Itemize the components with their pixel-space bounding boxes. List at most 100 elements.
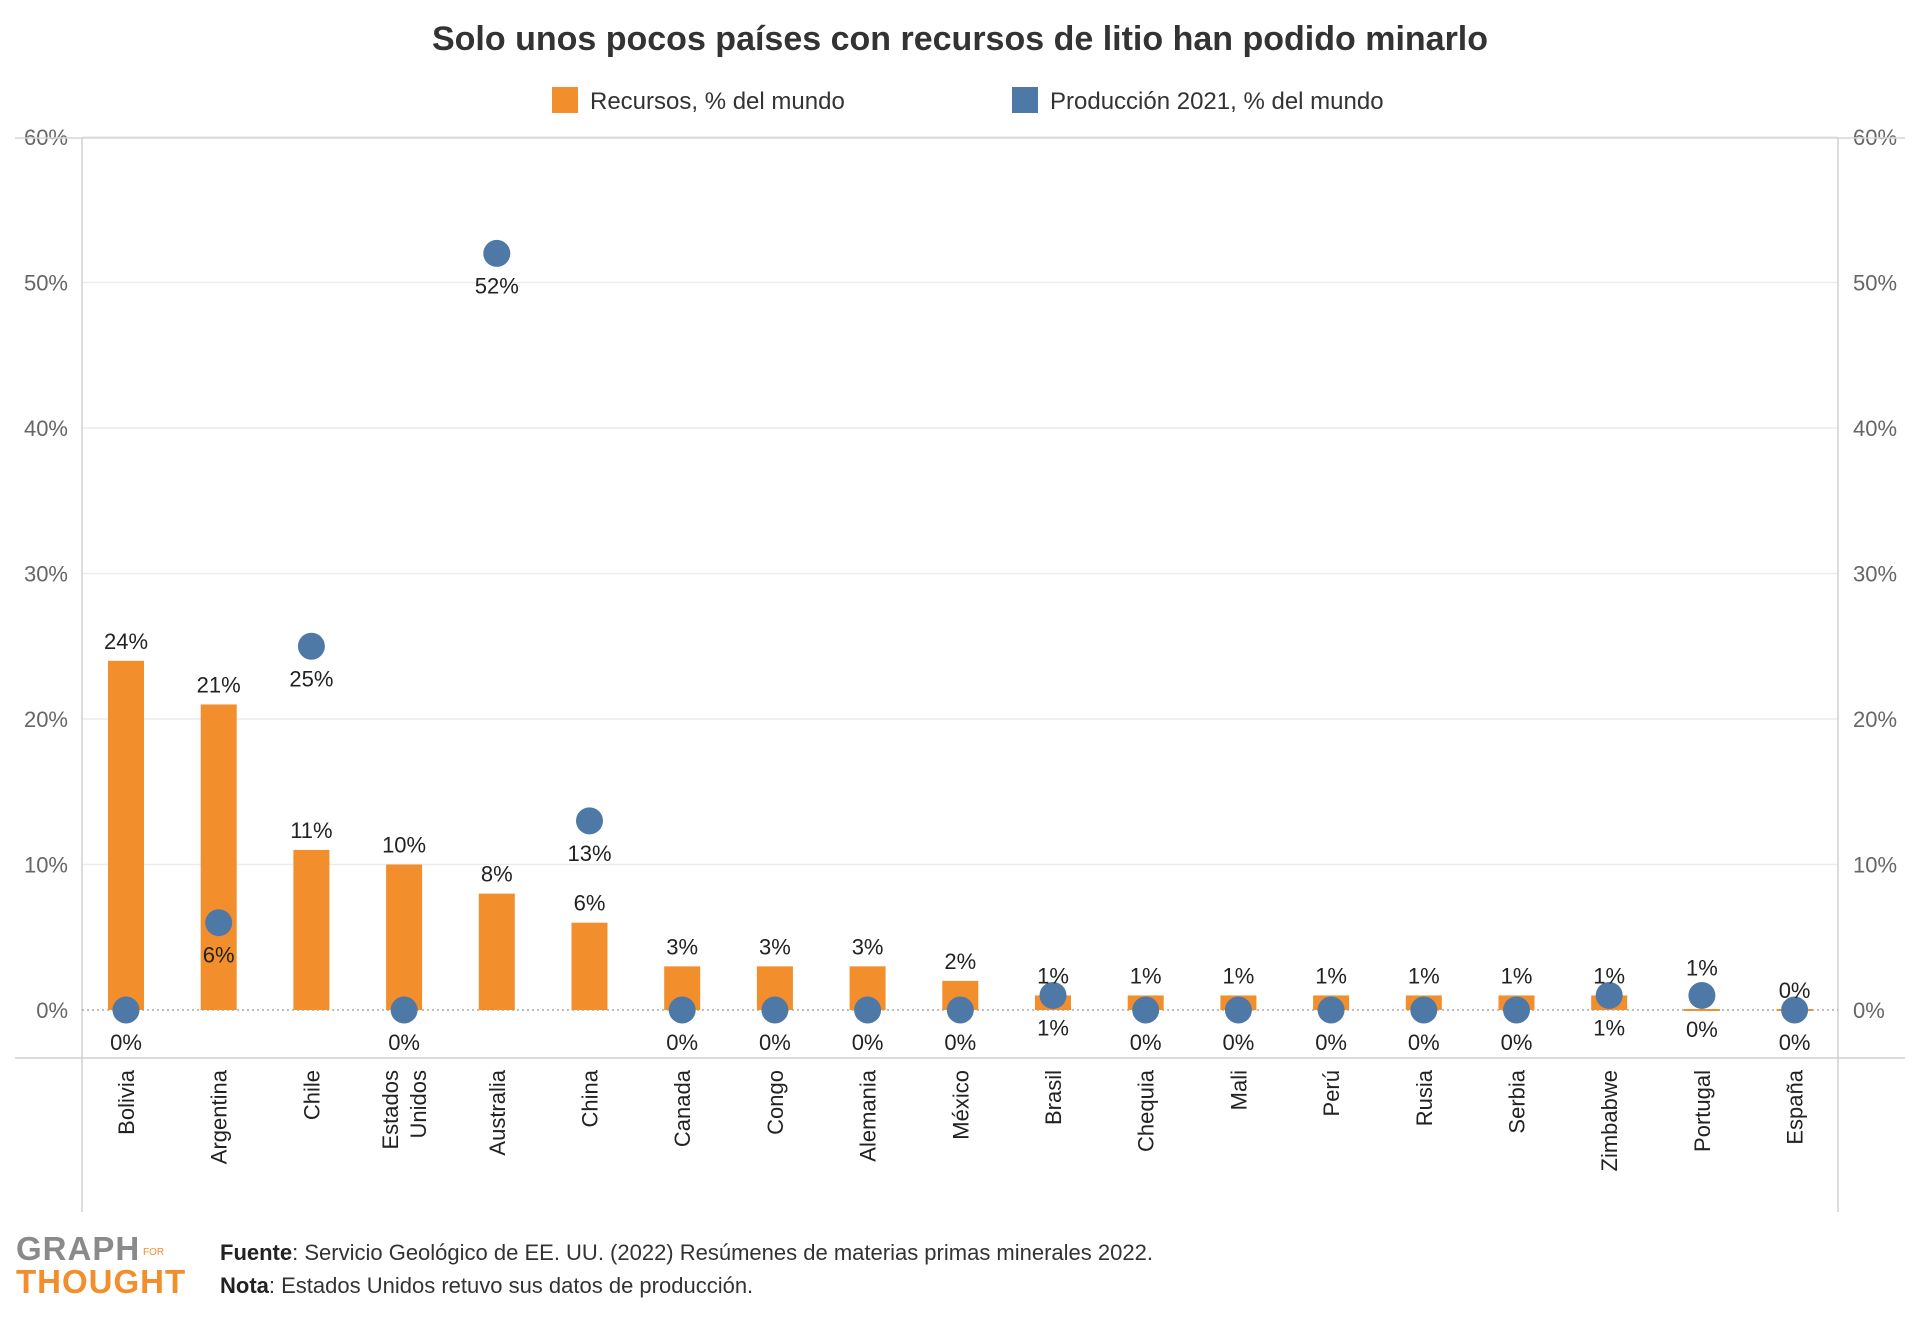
bar-value-label: 8%	[481, 862, 513, 887]
dot-value-label: 25%	[289, 666, 333, 691]
category-label-line: Canada	[670, 1069, 695, 1147]
dot	[761, 996, 789, 1024]
category-label-line: Brasil	[1041, 1070, 1066, 1125]
dot-value-label: 13%	[567, 841, 611, 866]
graph-for-thought-logo: GRAPH FOR THOUGHT	[16, 1232, 186, 1298]
bar-value-label: 3%	[759, 934, 791, 959]
bar-value-label: 1%	[1408, 963, 1440, 988]
category-label-line: Perú	[1319, 1070, 1344, 1116]
category-label: Serbia	[1505, 1069, 1530, 1133]
category-label: Zimbabwe	[1597, 1070, 1622, 1171]
dot-value-label: 0%	[1223, 1030, 1255, 1055]
note-text: : Estados Unidos retuvo sus datos de pro…	[268, 1273, 754, 1298]
y-tick-right: 10%	[1853, 853, 1897, 878]
dot-value-label: 0%	[759, 1030, 791, 1055]
dot	[946, 996, 974, 1024]
logo-small: FOR	[143, 1247, 165, 1258]
category-label: México	[948, 1070, 973, 1140]
dot-value-label: 0%	[1408, 1030, 1440, 1055]
dot	[1224, 996, 1252, 1024]
category-label: Rusia	[1412, 1069, 1437, 1126]
dot-value-label: 0%	[852, 1030, 884, 1055]
category-labels: Bolivia Argentina Chile Estados Unidos Austra…	[114, 1069, 1808, 1171]
axes	[15, 137, 1905, 1212]
y-tick-left: 40%	[24, 416, 68, 441]
category-label: Estados Unidos	[378, 1070, 431, 1150]
bar-value-label: 0%	[1779, 978, 1811, 1003]
dot-value-label: 0%	[388, 1030, 420, 1055]
dot	[112, 996, 140, 1024]
y-tick-left: 50%	[24, 271, 68, 296]
y-tick-right: 30%	[1853, 562, 1897, 587]
category-label-line: Serbia	[1505, 1069, 1530, 1133]
category-label-line: Rusia	[1412, 1069, 1437, 1126]
category-label-line: Unidos	[406, 1070, 431, 1138]
dot	[483, 239, 511, 267]
dot	[1410, 996, 1438, 1024]
bar-value-label: 1%	[1593, 963, 1625, 988]
source-label: Fuente	[220, 1240, 293, 1265]
logo-line-1: GRAPH	[16, 1230, 141, 1267]
y-tick-left: 0%	[36, 998, 68, 1023]
category-label-line: México	[948, 1070, 973, 1140]
dot	[854, 996, 882, 1024]
category-label-line: Australia	[485, 1069, 510, 1155]
category-label: Perú	[1319, 1070, 1344, 1116]
bar-value-label: 21%	[197, 672, 241, 697]
category-label: España	[1783, 1069, 1808, 1144]
dot-value-label: 1%	[1037, 1015, 1069, 1040]
dot-value-label: 0%	[1130, 1030, 1162, 1055]
category-label: Bolivia	[114, 1069, 139, 1135]
dot-value-label: 0%	[944, 1030, 976, 1055]
bar-value-label: 3%	[666, 934, 698, 959]
dot-value-label: 52%	[475, 273, 519, 298]
dot-value-label: 6%	[203, 943, 235, 968]
category-label: Brasil	[1041, 1070, 1066, 1125]
bar-value-label: 11%	[290, 818, 332, 843]
category-label-line: Chequia	[1134, 1069, 1159, 1152]
source-text: : Servicio Geológico de EE. UU. (2022) R…	[292, 1240, 1153, 1265]
dot	[1781, 996, 1809, 1024]
y-tick-right: 40%	[1853, 416, 1897, 441]
category-label: Congo	[763, 1070, 788, 1135]
bar-value-label: 6%	[574, 891, 606, 916]
category-label-line: España	[1783, 1069, 1808, 1144]
legend-label-1: Producción 2021, % del mundo	[1050, 88, 1384, 115]
footer: Fuente: Servicio Geológico de EE. UU. (2…	[220, 1236, 1153, 1302]
bar-value-label: 10%	[382, 833, 426, 858]
category-label-line: Chile	[299, 1070, 324, 1120]
category-label: Portugal	[1690, 1070, 1715, 1152]
category-label-line: China	[578, 1069, 603, 1127]
legend: Recursos, % del mundo Producción 2021, % …	[552, 87, 1384, 115]
bar-value-label: 2%	[944, 949, 976, 974]
bar	[1683, 1009, 1720, 1011]
bar-value-label: 3%	[852, 934, 884, 959]
note-line: Nota: Estados Unidos retuvo sus datos de…	[220, 1269, 1153, 1302]
bar	[571, 922, 608, 1010]
category-label-line: Estados	[378, 1070, 403, 1150]
dot	[1317, 996, 1345, 1024]
y-tick-left: 30%	[24, 562, 68, 587]
data-labels: 24% 0% 21% 6% 11% 25% 10% 0% 8% 52% 6% 13% 3% 0% 3% 0% 3…	[104, 273, 1811, 1055]
dot	[205, 909, 233, 937]
dot-value-label: 0%	[1501, 1030, 1533, 1055]
bar	[200, 704, 237, 1010]
y-tick-right: 20%	[1853, 707, 1897, 732]
bar-value-label: 1%	[1130, 963, 1162, 988]
legend-swatch-0	[552, 87, 578, 113]
bar	[478, 893, 515, 1010]
y-tick-left: 10%	[24, 853, 68, 878]
category-label-line: Alemania	[856, 1069, 881, 1161]
category-label: China	[578, 1069, 603, 1127]
category-label-line: Portugal	[1690, 1070, 1715, 1152]
bar	[293, 849, 330, 1010]
legend-label-0: Recursos, % del mundo	[590, 88, 845, 115]
dot-series	[112, 239, 1809, 1024]
category-label: Argentina	[207, 1069, 232, 1164]
bar-value-label: 0%	[1686, 1017, 1718, 1042]
dot	[297, 632, 325, 660]
category-label-line: Mali	[1226, 1070, 1251, 1110]
grid: 0% 0%10% 10%20% 20%30% 30%40% 40%50% 50%60% 60%	[24, 125, 1897, 1023]
category-label-line: Argentina	[207, 1069, 232, 1164]
category-label: Mali	[1226, 1070, 1251, 1110]
